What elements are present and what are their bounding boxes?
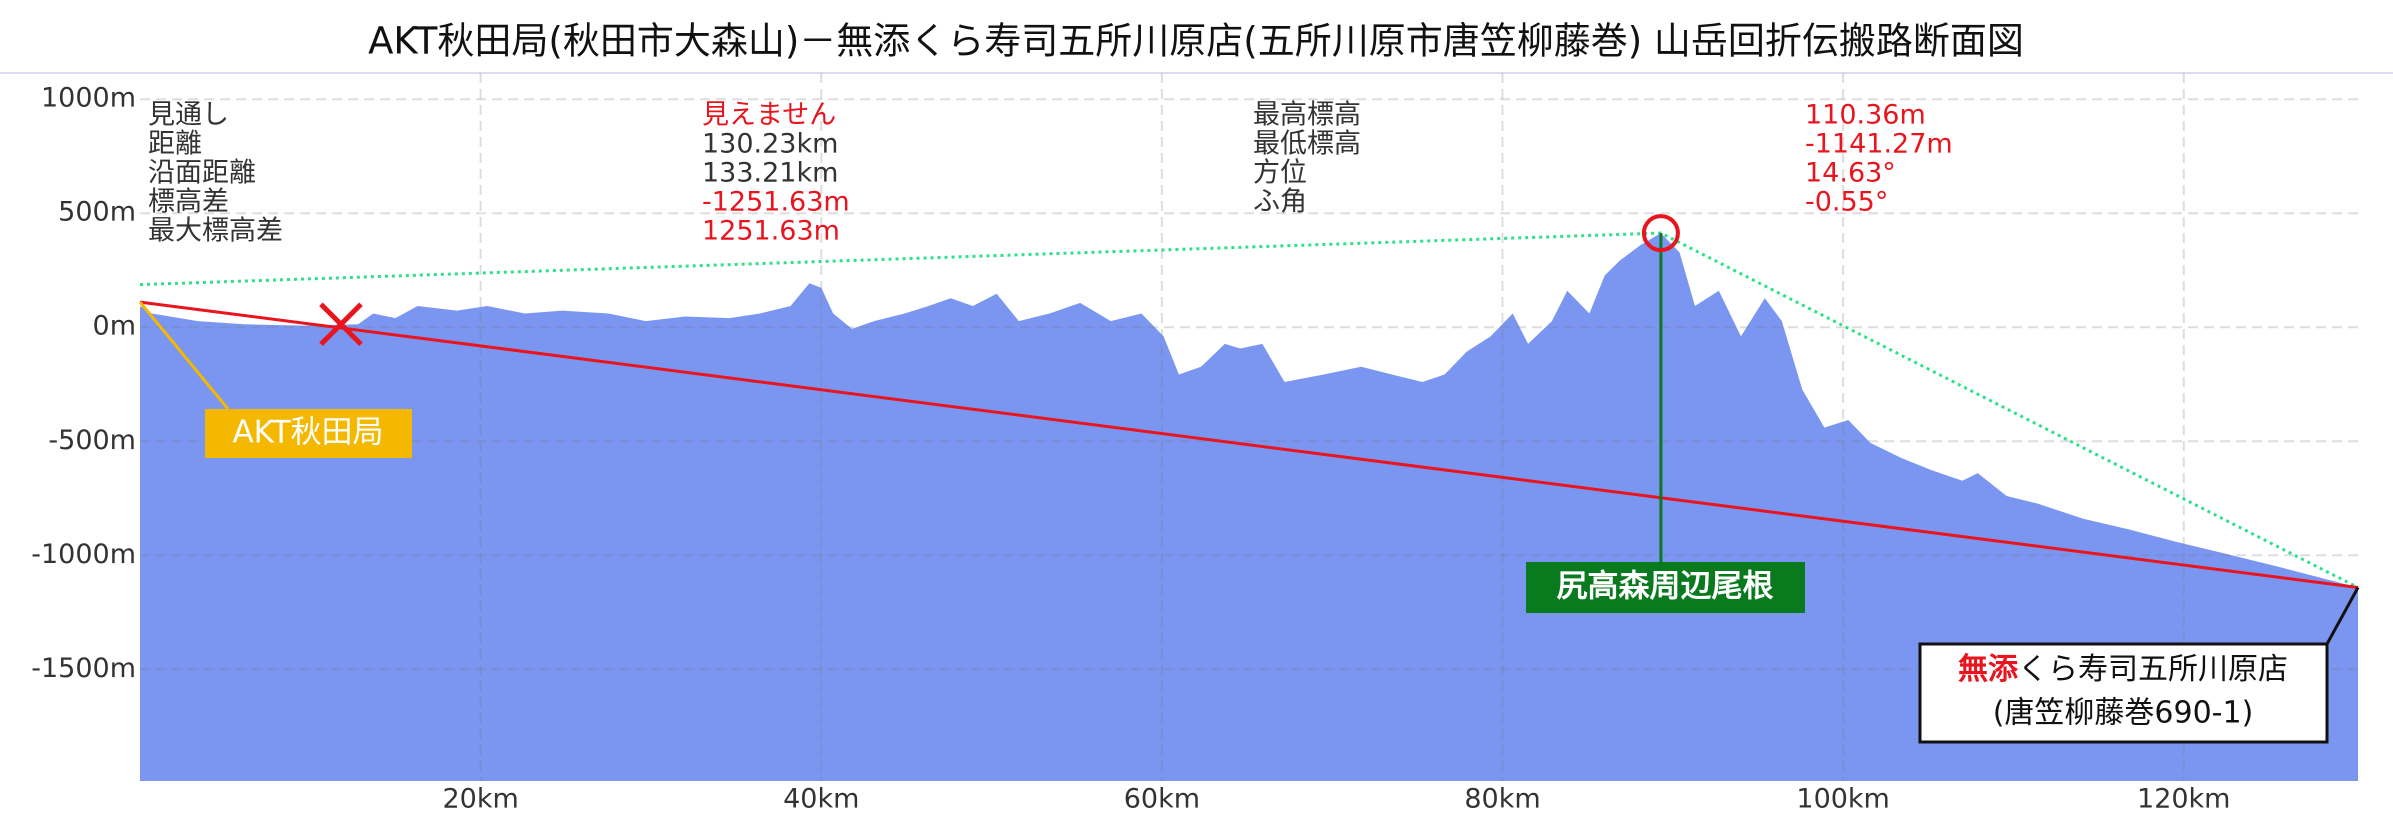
transmitter-label: AKT秋田局 (232, 415, 383, 451)
info-value: 133.21km (702, 158, 838, 189)
info-label: 最大標高差 (148, 216, 283, 247)
blocked-point (319, 302, 363, 347)
receiver-address: (唐笠柳藤巻690-1) (1993, 696, 2254, 731)
obstacle-label-box (1526, 562, 1805, 613)
receiver-leader (2325, 586, 2360, 645)
info-value: 見えません (702, 100, 836, 131)
info-label: 見通し (148, 100, 229, 131)
info-value: 1251.63m (702, 216, 840, 247)
y-tick-label: 1000m (41, 83, 136, 114)
info-value: 130.23km (702, 129, 838, 160)
blocked-stroke (319, 302, 363, 347)
info-value: -1141.27m (1805, 129, 1953, 160)
info-value: 14.63° (1805, 158, 1896, 189)
x-tick-label: 100km (1796, 784, 1889, 815)
info-label: 標高差 (148, 187, 229, 218)
y-tick-label: -1000m (31, 539, 136, 570)
info-label: 距離 (148, 129, 202, 160)
obstacle-label: 尻高森周辺尾根 (1557, 569, 1774, 605)
x-tick-label: 120km (2137, 784, 2230, 815)
receiver-label-box (1918, 642, 2329, 744)
obstacle-marker (1641, 214, 1680, 253)
x-tick-label: 80km (1464, 784, 1540, 815)
terrain-area (140, 233, 2358, 781)
x-tick-label: 20km (442, 784, 518, 815)
info-value: -0.55° (1805, 187, 1888, 218)
transmitter-leader (138, 301, 230, 410)
chart-title: AKT秋田局(秋田市大森山)－無添くら寿司五所川原店(五所川原市唐笠柳藤巻) 山… (368, 20, 2024, 63)
info-label: ふ角 (1253, 187, 1307, 218)
receiver-name-red: 無添 (1958, 652, 2019, 687)
info-value: -1251.63m (702, 187, 850, 218)
y-tick-label: 500m (58, 197, 136, 228)
receiver-label: 無添くら寿司五所川原店 (1958, 652, 2288, 687)
y-tick-label: -500m (48, 425, 136, 456)
x-tick-label: 60km (1124, 784, 1200, 815)
info-label: 方位 (1253, 158, 1307, 189)
y-tick-label: -1500m (31, 653, 136, 684)
y-tick-label: 0m (93, 311, 136, 342)
transmitter-label-box (205, 409, 412, 458)
info-label: 沿面距離 (148, 158, 256, 189)
x-tick-label: 40km (783, 784, 859, 815)
sight-line (139, 300, 2359, 589)
info-label: 最高標高 (1253, 100, 1361, 131)
receiver-name: くら寿司五所川原店 (2018, 652, 2288, 687)
info-label: 最低標高 (1253, 129, 1361, 160)
info-value: 110.36m (1805, 100, 1926, 131)
